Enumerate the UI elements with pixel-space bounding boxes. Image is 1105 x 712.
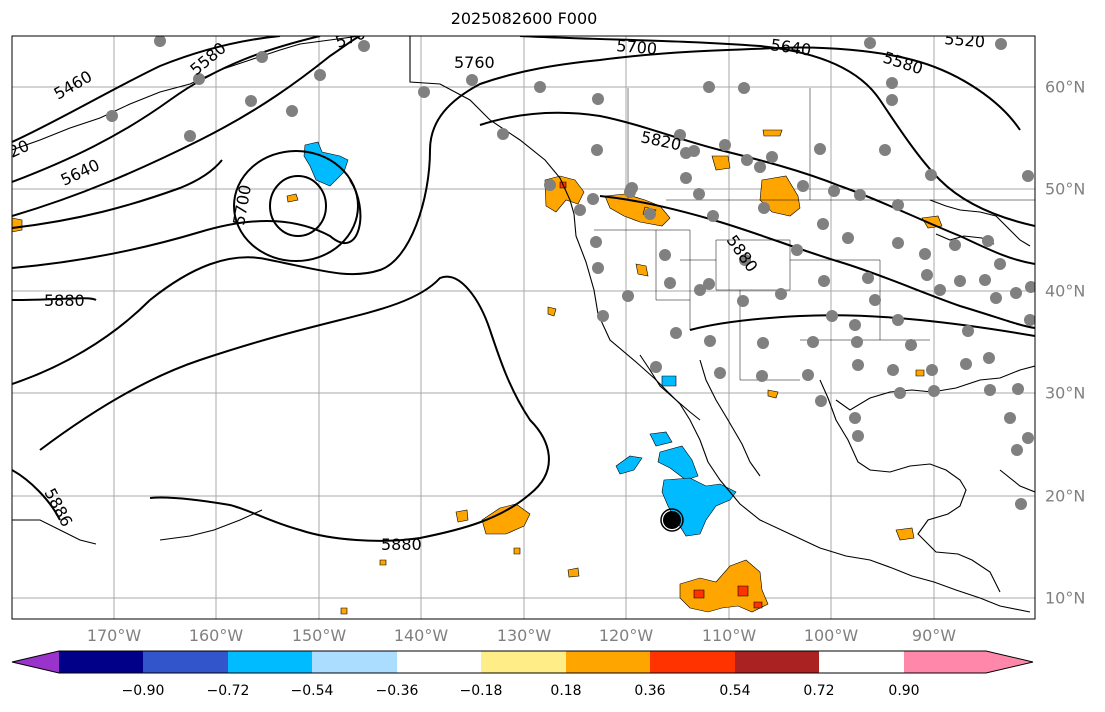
lon-label-150w: 150°W [291,626,347,645]
colorbar-tick: −0.18 [459,683,503,699]
lon-label-130w: 130°W [496,626,552,645]
station-dots [106,36,1035,510]
state-borders [594,88,1035,381]
contour-label-4: 5760 [454,53,495,72]
lon-label-160w: 160°W [188,626,244,645]
lat-label-10n: 10°N [1045,588,1086,608]
colorbar-tick: 0.36 [634,683,666,699]
grid-lines [12,36,1035,619]
lat-label-20n: 20°N [1045,486,1086,506]
lon-label-170w: 170°W [86,626,142,645]
lat-label-40n: 40°N [1045,281,1086,301]
lon-label-90w: 90°W [911,626,957,645]
contour-label-14: 5880 [381,535,422,554]
colorbar-tick: −0.54 [290,683,334,699]
colorbar-tick: −0.90 [121,683,165,699]
contour-label-5: 5700 [616,36,658,58]
lat-label-50n: 50°N [1045,179,1086,199]
contour-label-6: 5640 [769,35,812,59]
contour-label-16: 20 [6,136,32,162]
contour-label-8: 5520 [944,29,986,51]
colorbar-tick: 0.90 [888,683,920,699]
contour-label-13: 5880 [44,291,85,310]
colorbar-tick: 0.72 [803,683,835,699]
colorbar-tick: 0.18 [550,683,582,699]
height-contours [12,36,1035,542]
colorbar-tick: −0.72 [206,683,250,699]
lon-label-110w: 110°W [701,626,757,645]
colorbar-tick: 0.54 [719,683,751,699]
lat-label-60n: 60°N [1045,77,1086,97]
colorbar-tick: −0.36 [375,683,419,699]
lon-label-120w: 120°W [598,626,654,645]
map-title: 2025082600 F000 [450,9,598,28]
lon-label-100w: 100°W [803,626,859,645]
lon-label-140w: 140°W [393,626,449,645]
lat-label-30n: 30°N [1045,383,1086,403]
cyclone-marker [660,508,684,532]
